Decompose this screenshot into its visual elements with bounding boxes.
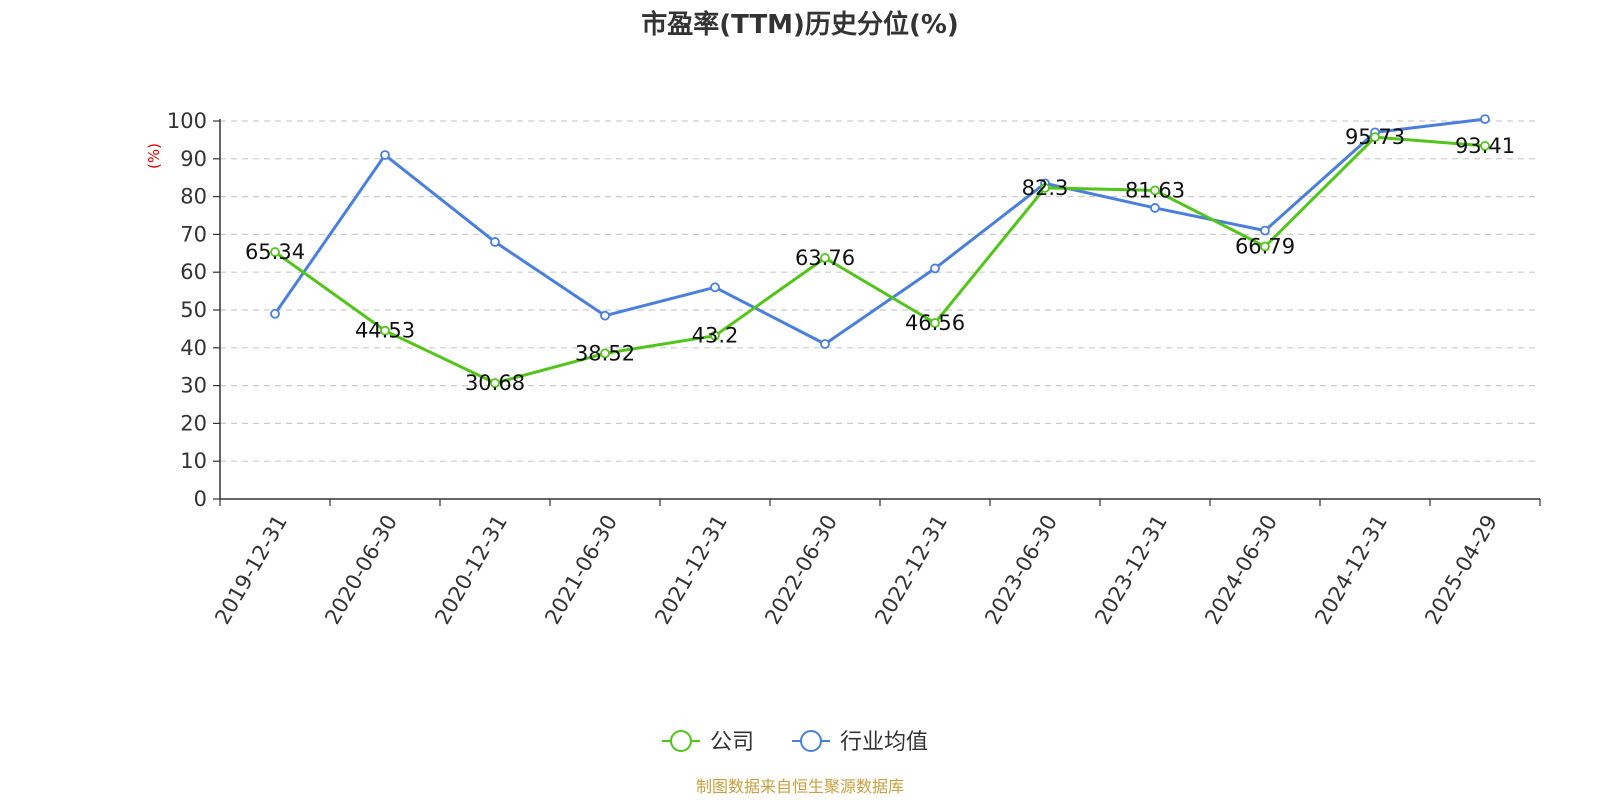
data-point (1480, 141, 1490, 151)
legend[interactable]: 公司 行业均值 (662, 730, 928, 755)
data-point (710, 282, 720, 293)
data-point (380, 150, 390, 160)
data-point (490, 237, 500, 247)
gridlines (220, 120, 1540, 462)
data-point (930, 263, 940, 274)
data-point (930, 318, 940, 328)
data-point (1150, 185, 1160, 196)
data-label: 95.73 (1345, 125, 1405, 149)
x-tick-label: 2021-06-30 (540, 511, 622, 629)
data-point (1040, 183, 1050, 193)
data-point (490, 378, 500, 388)
data-label: 63.76 (795, 246, 855, 270)
data-point (1260, 225, 1270, 236)
data-point (820, 339, 830, 349)
data-point (270, 308, 280, 319)
chart-title: 市盈率(TTM)历史分位(%) (641, 9, 959, 40)
series-line-0 (274, 135, 1486, 385)
data-label: 82.3 (1022, 176, 1069, 200)
x-tick-label: 2019-12-31 (210, 511, 292, 629)
data-label: 93.41 (1455, 134, 1515, 158)
legend-marker (800, 730, 822, 752)
data-point (710, 330, 720, 341)
series-line-1 (273, 117, 1486, 346)
x-tick-label: 2023-06-30 (980, 511, 1062, 629)
data-label: 65.34 (245, 240, 305, 264)
data-point (270, 247, 280, 257)
y-tick-label: 80 (180, 185, 207, 209)
data-label: 44.53 (355, 319, 415, 343)
data-point (600, 348, 610, 359)
legend-label: 公司 (710, 730, 754, 755)
legend-label: 行业均值 (840, 730, 928, 755)
data-label: 38.52 (575, 341, 635, 365)
y-tick-label: 30 (180, 374, 207, 398)
data-point (1370, 132, 1380, 143)
source-note: 制图数据来自恒生聚源数据库 (696, 777, 904, 796)
data-labels: 65.34 44.53 30.68 38.52 43.2 63.76 46.56 82.3 81… (245, 125, 1515, 395)
axes: 0 10 20 30 40 50 60 70 80 90 100 2019-12-31 2020-06-… (167, 109, 1541, 629)
x-tick-label: 2024-06-30 (1200, 511, 1282, 629)
data-point (820, 253, 830, 263)
data-label: 46.56 (905, 311, 965, 335)
x-tick-label: 2025-04-29 (1420, 511, 1502, 629)
y-tick-label: 10 (180, 449, 207, 473)
data-label: 43.2 (692, 324, 739, 348)
data-point (600, 310, 610, 321)
data-label: 30.68 (465, 371, 525, 395)
series-layer (270, 114, 1490, 388)
x-tick-label: 2020-12-31 (430, 511, 512, 629)
data-point (1480, 114, 1490, 125)
x-tick-label: 2022-12-31 (870, 511, 952, 629)
x-tick-label: 2022-06-30 (760, 511, 842, 629)
data-point (1260, 241, 1270, 252)
y-axis-label: (%) (145, 143, 163, 169)
y-tick-label: 40 (180, 336, 207, 360)
y-tick-label: 100 (167, 109, 207, 133)
x-tick-label: 2021-12-31 (650, 511, 732, 629)
data-label: 66.79 (1235, 235, 1295, 259)
y-tick-label: 20 (180, 411, 207, 435)
y-tick-label: 70 (180, 222, 207, 246)
y-tick-label: 50 (180, 298, 207, 322)
legend-marker (670, 730, 692, 752)
x-tick-label: 2020-06-30 (320, 511, 402, 629)
x-tick-label: 2023-12-31 (1090, 511, 1172, 629)
y-tick-label: 0 (194, 487, 207, 511)
y-tick-label: 60 (180, 260, 207, 284)
x-tick-label: 2024-12-31 (1310, 511, 1392, 629)
data-label: 81.63 (1125, 178, 1185, 202)
y-tick-label: 90 (180, 147, 207, 171)
data-point (1150, 203, 1160, 213)
data-point (380, 325, 390, 336)
